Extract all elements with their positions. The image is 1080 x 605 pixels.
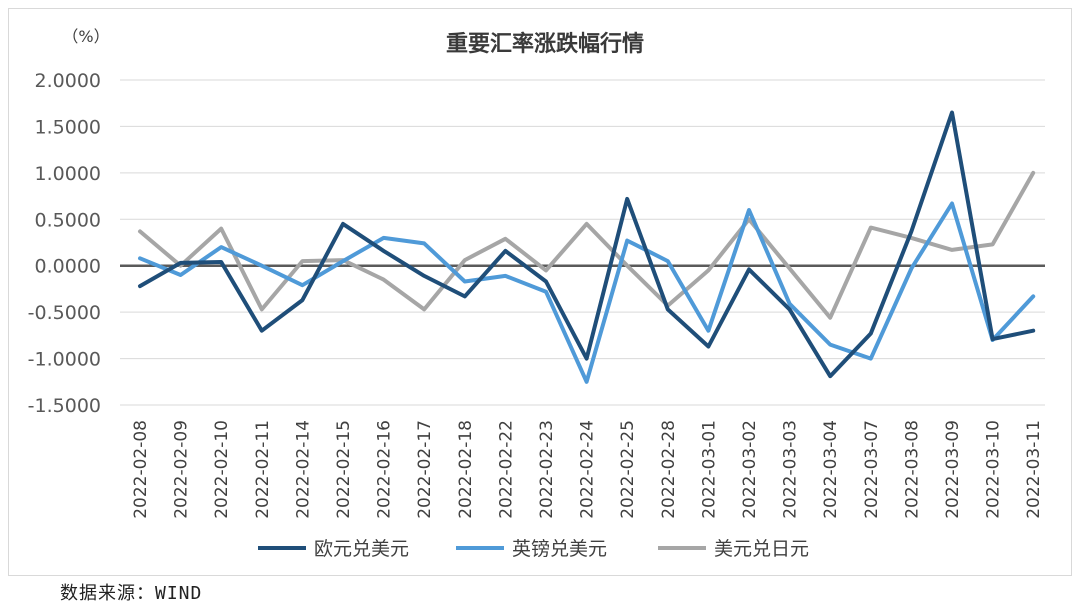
y-tick-label: 0.0000 xyxy=(35,256,101,278)
source-note: 数据来源：WIND xyxy=(60,583,203,604)
x-tick-label: 2022-03-02 xyxy=(740,420,760,519)
legend-label-3: 美元兑日元 xyxy=(714,538,809,560)
x-tick-label: 2022-02-18 xyxy=(456,420,476,519)
series-lines xyxy=(138,110,1036,384)
y-tick-label: 1.0000 xyxy=(35,163,101,185)
series-line-2 xyxy=(138,201,1036,384)
x-tick-label: 2022-02-17 xyxy=(415,420,435,519)
x-tick-label: 2022-02-15 xyxy=(334,420,354,519)
y-tick-label: -1.5000 xyxy=(28,395,101,417)
x-tick-label: 2022-02-08 xyxy=(131,420,151,519)
chart-frame xyxy=(8,8,1072,576)
x-tick-label: 2022-03-07 xyxy=(862,420,882,519)
x-tick-label: 2022-02-14 xyxy=(293,420,313,519)
y-tick-label: -0.5000 xyxy=(28,302,101,324)
x-axis-ticks: 2022-02-08 2022-02-09 2022-02-10 2022-02-11… xyxy=(131,420,1044,519)
y-tick-label: 2.0000 xyxy=(35,70,101,92)
series-line-1 xyxy=(138,110,1036,379)
legend-label-2: 英镑兑美元 xyxy=(512,538,607,560)
x-tick-label: 2022-03-03 xyxy=(781,420,801,519)
chart-title: 重要汇率涨跌幅行情 xyxy=(446,31,644,57)
y-axis-unit-label: （%） xyxy=(62,27,109,46)
x-tick-label: 2022-03-09 xyxy=(943,420,963,519)
y-axis-ticks: 2.0000 1.5000 1.0000 0.5000 0.0000 -0.5000 -1.… xyxy=(28,70,101,417)
x-tick-label: 2022-03-10 xyxy=(984,420,1004,519)
x-tick-label: 2022-03-04 xyxy=(821,420,841,519)
y-tick-label: -1.0000 xyxy=(28,349,101,371)
x-tick-label: 2022-02-11 xyxy=(253,420,273,519)
x-tick-label: 2022-03-08 xyxy=(902,420,922,519)
x-tick-label: 2022-02-23 xyxy=(537,420,557,519)
gridlines xyxy=(120,79,1045,406)
x-tick-label: 2022-02-28 xyxy=(659,420,679,519)
x-tick-label: 2022-02-16 xyxy=(375,420,395,519)
x-tick-label: 2022-02-24 xyxy=(578,420,598,519)
y-tick-label: 1.5000 xyxy=(35,116,101,138)
x-tick-label: 2022-03-11 xyxy=(1024,420,1044,519)
legend-label-1: 欧元兑美元 xyxy=(314,538,409,560)
y-tick-label: 0.5000 xyxy=(35,209,101,231)
x-tick-label: 2022-02-09 xyxy=(172,420,192,519)
x-tick-label: 2022-02-22 xyxy=(496,420,516,519)
x-tick-label: 2022-02-10 xyxy=(212,420,232,519)
x-tick-label: 2022-02-25 xyxy=(618,420,638,519)
x-tick-label: 2022-03-01 xyxy=(699,420,719,519)
legend: 欧元兑美元 英镑兑美元 美元兑日元 xyxy=(258,538,809,560)
